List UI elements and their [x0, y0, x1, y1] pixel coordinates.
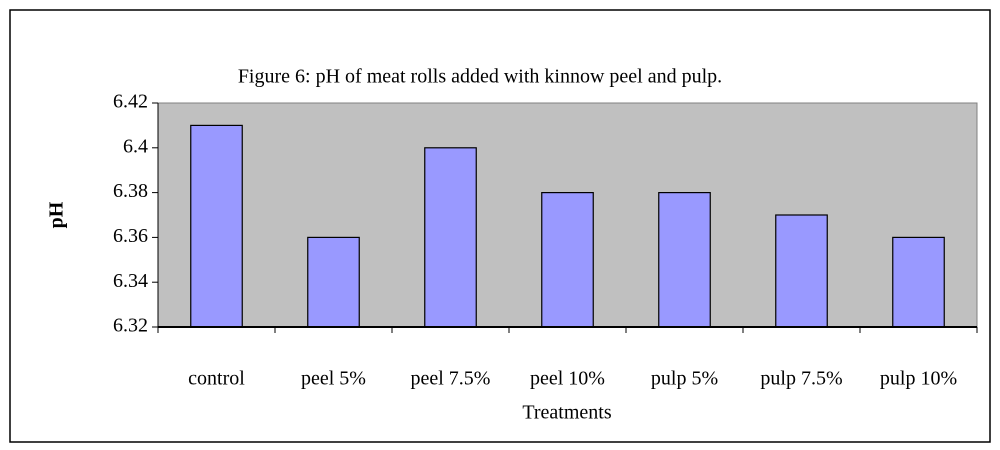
bar [775, 214, 828, 328]
bar [892, 236, 945, 328]
bar [424, 147, 477, 328]
bar [307, 236, 360, 328]
x-axis-title: Treatments [522, 402, 611, 424]
x-tick-label: peel 7.5% [411, 368, 491, 390]
y-tick-label: 6.34 [113, 270, 148, 292]
x-tick-label: pulp 5% [651, 368, 718, 390]
y-tick-label: 6.42 [113, 91, 148, 113]
y-tick-label: 6.36 [113, 225, 148, 247]
x-tick-label: control [188, 368, 245, 390]
bar [190, 124, 243, 328]
y-tick-label: 6.4 [123, 135, 148, 157]
y-axis-title: pH [46, 201, 68, 228]
x-tick-label: peel 10% [530, 368, 605, 390]
y-tick-label: 6.32 [113, 315, 148, 337]
x-tick-label: peel 5% [301, 368, 366, 390]
bar [658, 192, 711, 328]
y-tick-label: 6.38 [113, 180, 148, 202]
bar [541, 192, 594, 328]
chart-title: Figure 6: pH of meat rolls added with ki… [238, 66, 722, 88]
x-tick-label: pulp 10% [880, 368, 957, 390]
x-tick-label: pulp 7.5% [760, 368, 842, 390]
